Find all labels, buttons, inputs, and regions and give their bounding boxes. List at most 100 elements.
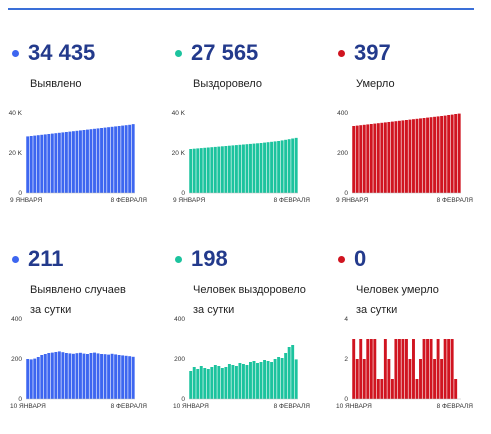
chart-bar <box>50 352 54 399</box>
bullet-dot-icon <box>338 49 345 57</box>
y-tick-label: 200 <box>174 356 185 363</box>
panel-deaths-daily: 0 Человек умерло за сутки 0 2 4 10 ЯНВАРЯ 8 ФЕВ… <box>326 216 486 421</box>
chart-bar <box>68 131 72 193</box>
chart-bar <box>294 359 298 399</box>
stat-row: 0 <box>338 246 366 272</box>
chart-bar <box>107 354 111 399</box>
chart-bar <box>217 366 221 399</box>
chart-bar <box>436 116 440 193</box>
stat-value: 198 <box>191 246 228 271</box>
y-tick-label: 0 <box>181 396 185 403</box>
chart-bar <box>196 148 200 193</box>
chart-bar <box>390 379 394 399</box>
chart-bar <box>443 115 447 193</box>
y-tick-label: 400 <box>337 110 348 117</box>
chart-bar <box>234 145 238 193</box>
chart-bar <box>36 135 40 193</box>
chart-bar <box>238 144 242 193</box>
chart-bar <box>110 353 114 399</box>
x-tick-label: 8 ФЕВРАЛЯ <box>111 403 148 410</box>
chart-bar <box>373 123 377 193</box>
x-tick-label: 9 ЯНВАРЯ <box>10 197 42 204</box>
chart-bar <box>387 359 391 399</box>
x-tick-label: 9 ЯНВАРЯ <box>173 197 205 204</box>
chart-bar <box>47 353 51 399</box>
chart-bar <box>227 145 231 193</box>
chart-bar <box>189 149 193 193</box>
chart-bar <box>380 122 384 193</box>
y-tick-label: 0 <box>344 190 348 197</box>
y-tick-label: 0 <box>181 190 185 197</box>
chart-bar <box>359 339 363 399</box>
chart-bar <box>256 363 259 399</box>
chart-bar <box>280 358 284 399</box>
chart-bar <box>383 339 387 399</box>
chart-bar <box>217 146 221 193</box>
chart-bar <box>189 371 193 399</box>
chart-bar <box>71 131 75 193</box>
x-tick-label: 8 ФЕВРАЛЯ <box>274 197 311 204</box>
chart-bar <box>245 144 249 193</box>
stat-row: 34 435 <box>12 40 95 66</box>
chart-bar <box>454 379 458 399</box>
chart-bar <box>50 133 54 193</box>
chart-bar <box>199 148 203 193</box>
y-tick-label: 400 <box>174 316 185 323</box>
chart-bar <box>401 120 405 193</box>
bar-chart: 0 200 400 10 ЯНВАРЯ 8 ФЕВРАЛЯ <box>173 316 310 410</box>
stat-value: 0 <box>354 246 367 271</box>
chart-bar <box>86 354 89 399</box>
chart-bar <box>210 367 214 399</box>
chart-bar <box>429 117 433 193</box>
chart-bar <box>54 133 58 193</box>
chart-bar <box>263 142 267 193</box>
chart-bar <box>263 360 267 399</box>
chart-bar <box>75 353 79 399</box>
chart-bar <box>422 118 426 193</box>
chart-bar <box>89 129 93 193</box>
bar-chart: 0 20 K 40 K 9 ЯНВАРЯ 8 ФЕВРАЛЯ <box>172 110 311 204</box>
chart-bar <box>241 144 245 193</box>
chart-bar <box>362 124 366 193</box>
chart-bar <box>96 128 100 193</box>
y-tick-label: 2 <box>344 356 348 363</box>
chart-bar <box>383 122 387 193</box>
chart-bar <box>100 128 104 193</box>
chart-bar <box>273 359 277 399</box>
chart-bar <box>82 130 86 193</box>
chart-bar <box>412 119 415 193</box>
chart-bar <box>128 356 132 399</box>
stat-label-line: за сутки <box>356 304 398 316</box>
chart-bar <box>390 121 394 193</box>
stat-row: 198 <box>175 246 228 272</box>
chart-bar <box>203 147 207 193</box>
panel-detected-total: 34 435 Выявлено 0 20 K 40 K 9 ЯНВАРЯ 8 ФЕВРАЛЯ <box>0 10 160 215</box>
chart-bar <box>68 353 72 399</box>
chart-bar <box>429 339 433 399</box>
stat-value: 211 <box>28 246 64 271</box>
chart-bar <box>89 353 93 399</box>
chart-bar <box>29 359 33 399</box>
chart-bar <box>450 114 454 193</box>
chart-bar <box>266 361 270 399</box>
chart-bar <box>287 347 291 399</box>
chart-bar <box>64 132 68 193</box>
chart-bar <box>220 146 224 193</box>
chart-bar <box>273 141 277 193</box>
chart-bar <box>131 356 135 399</box>
chart-bar <box>231 365 235 399</box>
chart-bar <box>252 361 256 399</box>
bar-chart: 0 20 K 40 K 9 ЯНВАРЯ 8 ФЕВРАЛЯ <box>9 110 148 204</box>
chart-bar <box>199 366 203 399</box>
y-tick-label: 0 <box>18 190 22 197</box>
y-tick-label: 0 <box>18 396 22 403</box>
chart-bar <box>78 352 82 399</box>
chart-bar <box>277 357 281 399</box>
y-tick-label: 20 K <box>172 150 186 157</box>
x-tick-label: 8 ФЕВРАЛЯ <box>111 197 148 204</box>
y-tick-label: 400 <box>11 316 22 323</box>
x-tick-label: 8 ФЕВРАЛЯ <box>437 197 474 204</box>
chart-bar <box>110 126 114 193</box>
stat-label: Выявлено случаев за сутки <box>30 280 126 320</box>
chart-bar <box>40 355 44 399</box>
